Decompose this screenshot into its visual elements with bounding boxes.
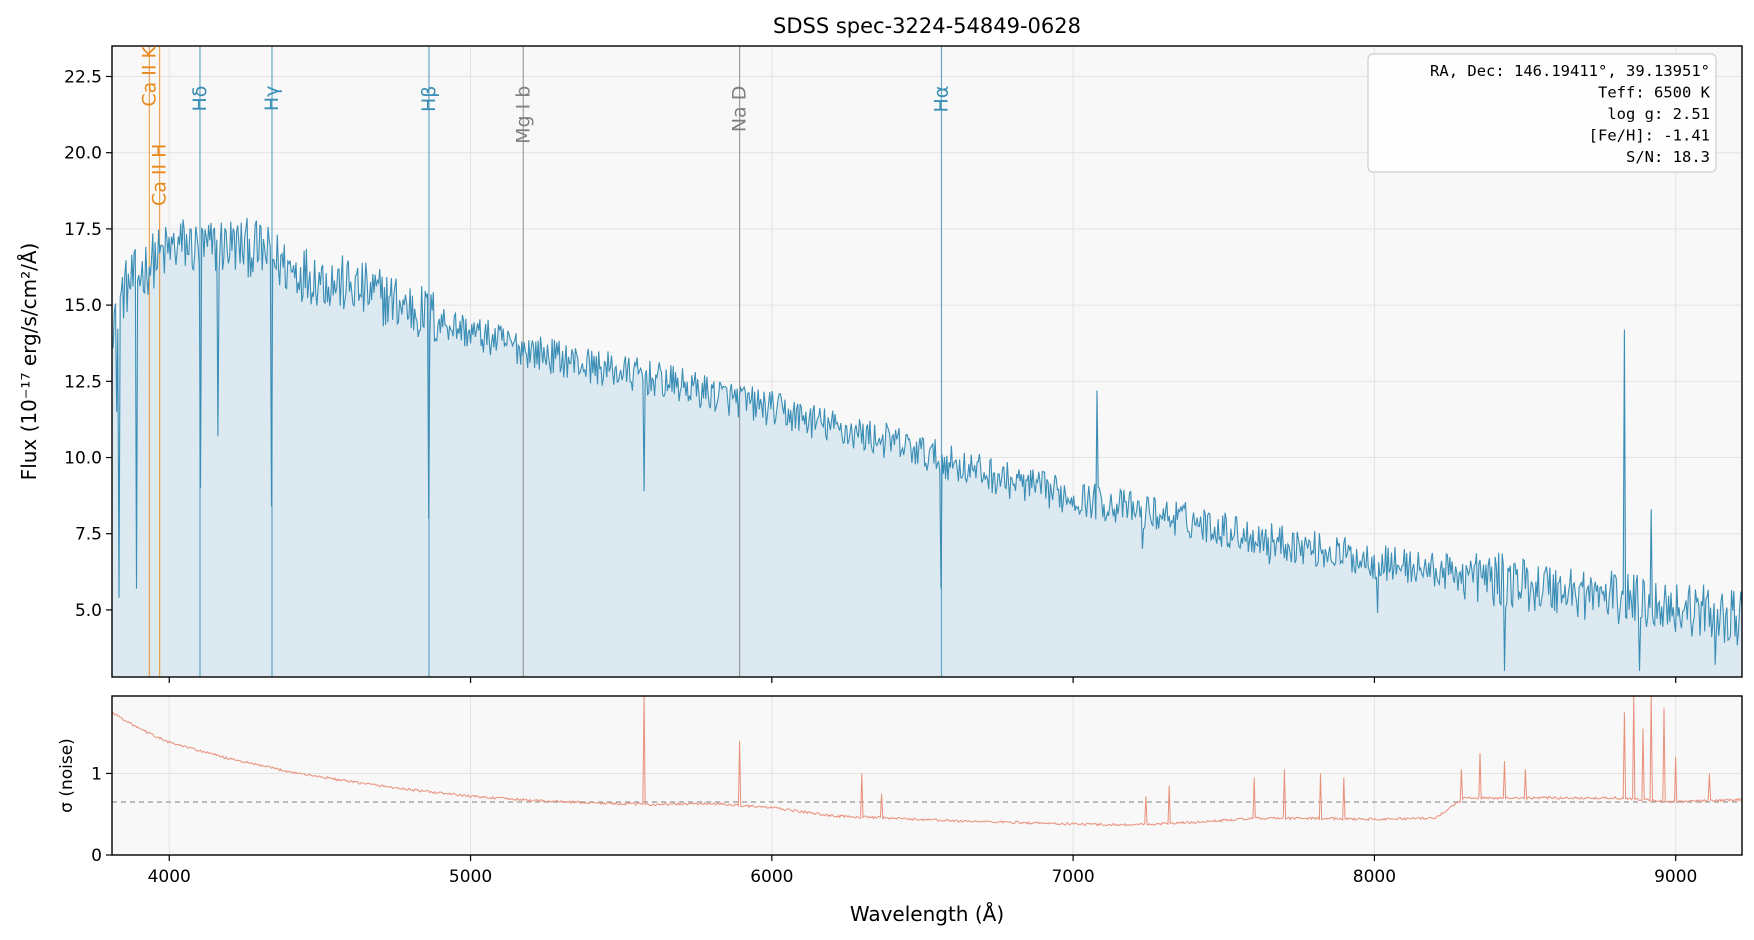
spectral-line-label: Ca II H — [149, 144, 171, 206]
y-tick-label: 5.0 — [75, 601, 102, 621]
noise-series-line — [112, 696, 1742, 827]
y-tick-label: 17.5 — [64, 220, 102, 240]
y-axis-label: σ (noise) — [57, 738, 77, 813]
y-axis-label: Flux (10⁻¹⁷ erg/s/cm²/Å) — [17, 243, 41, 481]
y-tick-label: 10.0 — [64, 449, 102, 469]
spectral-line-label: Hδ — [189, 86, 211, 112]
plot-frame — [111, 45, 1743, 678]
x-axis-label: Wavelength (Å) — [850, 902, 1004, 926]
y-tick-label: 7.5 — [75, 525, 102, 545]
y-tick-label: 12.5 — [64, 372, 102, 392]
plot-frame — [111, 695, 1743, 856]
spectral-line-label: Ca II K — [138, 45, 160, 106]
y-tick-label: 20.0 — [64, 144, 102, 164]
spectral-line-label: Na D — [729, 86, 751, 133]
info-box-line: log g: 2.51 — [1607, 105, 1710, 123]
info-box-line: Teff: 6500 K — [1598, 84, 1711, 102]
info-box — [1367, 53, 1717, 173]
y-tick-label: 0 — [91, 846, 102, 866]
x-tick-label: 8000 — [1353, 867, 1396, 887]
x-tick-label: 7000 — [1051, 867, 1094, 887]
flux-fill-area — [112, 218, 1742, 677]
info-box-line: S/N: 18.3 — [1626, 148, 1710, 166]
info-box-line: [Fe/H]: -1.41 — [1589, 127, 1710, 145]
spectral-line-label: Hβ — [418, 86, 440, 112]
plot-content — [112, 696, 1742, 827]
flux-series-line — [112, 217, 1742, 671]
spectral-line-label: Hα — [930, 86, 952, 113]
noise-panel: 0 1 4000 5000 6000 7000 8000 9000 σ (noise) Wavel… — [57, 695, 1743, 926]
spectral-line-label: Hγ — [261, 86, 283, 112]
x-tick-label: 5000 — [449, 867, 492, 887]
x-tick-label: 4000 — [148, 867, 191, 887]
x-tick-label: 6000 — [750, 867, 793, 887]
x-tick-label: 9000 — [1654, 867, 1697, 887]
chart-title: SDSS spec-3224-54849-0628 — [773, 14, 1081, 38]
spectral-line-label: Mg I b — [512, 86, 534, 144]
y-tick-label: 15.0 — [64, 296, 102, 316]
y-tick-label: 1 — [91, 764, 102, 784]
y-tick-label: 22.5 — [64, 67, 102, 87]
plot-area-background — [112, 696, 1742, 855]
info-box-line: RA, Dec: 146.19411°, 39.13951° — [1430, 62, 1710, 80]
flux-panel: 5.0 7.5 10.0 12.5 15.0 17.5 20.0 22.5 Flux (10⁻¹… — [17, 14, 1743, 683]
plot-content — [112, 46, 1742, 677]
